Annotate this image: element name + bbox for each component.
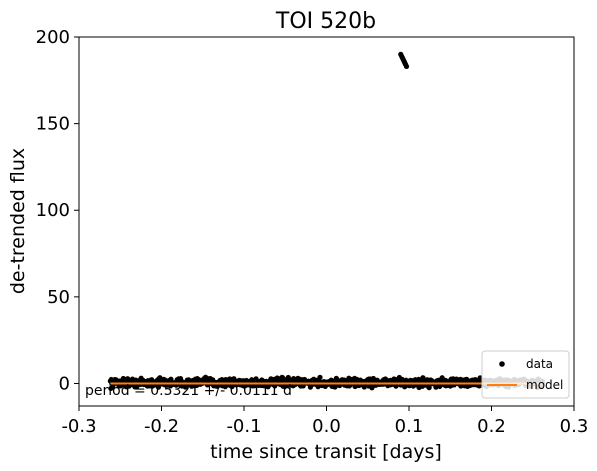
y-tick-label: 200: [36, 27, 70, 48]
y-tick-label: 50: [47, 287, 70, 308]
x-tick-label: -0.1: [226, 416, 261, 437]
data-point-outlier: [403, 63, 410, 70]
y-axis-label: de-trended flux: [7, 148, 29, 294]
period-annotation: period = 0.5321 +/- 0.0111 d: [85, 383, 292, 399]
x-tick-label: 0.2: [477, 416, 506, 437]
legend-marker-data: [499, 361, 505, 367]
legend: data model: [481, 350, 570, 399]
x-axis-label: time since transit [days]: [210, 441, 442, 463]
x-tick-label: 0.0: [312, 416, 341, 437]
y-tick-label: 150: [36, 114, 70, 135]
data-layer: [107, 51, 546, 392]
legend-label: model: [526, 378, 563, 392]
data-point: [317, 374, 323, 380]
axis-ticks: -0.3 -0.2 -0.1 0.0 0.1 0.2 0.3 0 50 100 150 200: [36, 27, 589, 437]
x-tick-label: -0.3: [61, 416, 96, 437]
legend-label: data: [526, 357, 553, 371]
data-point: [393, 383, 399, 389]
x-tick-label: 0.1: [395, 416, 424, 437]
y-tick-label: 0: [59, 373, 70, 394]
x-tick-label: 0.3: [560, 416, 589, 437]
y-tick-label: 100: [36, 200, 70, 221]
x-tick-label: -0.2: [144, 416, 179, 437]
chart-title: TOI 520b: [275, 9, 376, 34]
